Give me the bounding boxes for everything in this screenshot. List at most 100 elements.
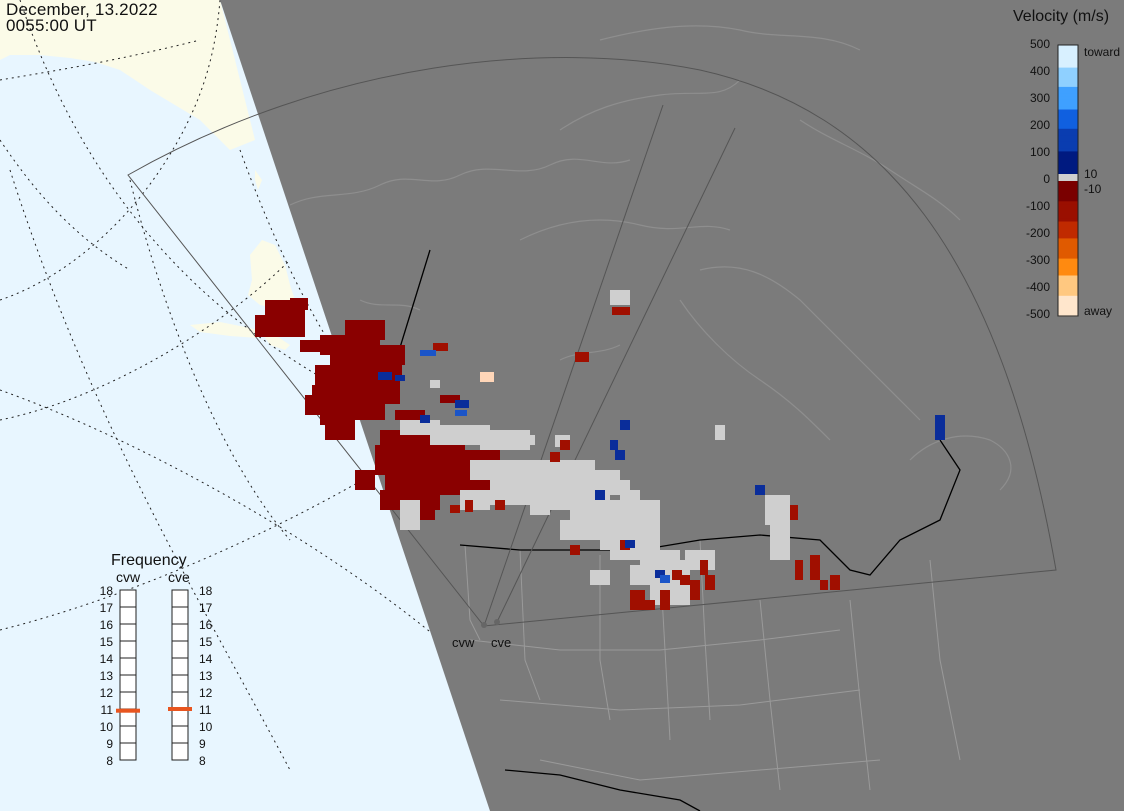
- velocity-cell: [455, 410, 467, 416]
- velocity-bar-segment: [1058, 238, 1078, 243]
- radar-cvw-label: cvw: [452, 635, 475, 650]
- velocity-bar-segment: [1058, 265, 1078, 270]
- velocity-cell: [645, 600, 655, 610]
- frequency-ladder-cell: [119, 691, 137, 710]
- velocity-cell: [420, 415, 430, 423]
- velocity-bar-segment: [1058, 135, 1078, 140]
- velocity-cell: [795, 560, 803, 580]
- velocity-bar-segment: [1058, 54, 1078, 59]
- velocity-bar-segment: [1058, 208, 1078, 212]
- velocity-cell: [340, 400, 385, 420]
- observation-date: December, 13.2022: [6, 0, 158, 19]
- velocity-bar-segment: [1058, 231, 1078, 236]
- velocity-bar-segment: [1058, 299, 1078, 304]
- velocity-bar-segment: [1058, 272, 1078, 277]
- velocity-bar-segment: [1058, 51, 1078, 56]
- frequency-tick-label: 16: [100, 618, 114, 632]
- velocity-cell: [300, 340, 330, 352]
- velocity-bar-segment: [1058, 309, 1078, 314]
- velocity-cell: [790, 505, 798, 520]
- frequency-ladder-cell: [119, 657, 137, 676]
- velocity-bar-segment: [1058, 170, 1078, 175]
- frequency-ladder-cell: [171, 606, 189, 625]
- velocity-bar-segment: [1058, 145, 1078, 149]
- velocity-cell: [680, 575, 690, 585]
- velocity-cell: [430, 380, 440, 388]
- frequency-tick-label: 17: [100, 601, 114, 615]
- velocity-cell: [420, 350, 436, 356]
- velocity-bar-segment: [1058, 221, 1078, 226]
- velocity-cell: [770, 520, 790, 560]
- frequency-ladder-cell: [171, 674, 189, 693]
- velocity-cell: [395, 375, 405, 381]
- velocity-bar-segment: [1058, 57, 1078, 62]
- velocity-bar-segment: [1058, 305, 1078, 310]
- velocity-tick-label: 500: [1030, 37, 1050, 51]
- velocity-bar-segment: [1058, 106, 1078, 111]
- velocity-tick-label: -200: [1026, 226, 1050, 240]
- velocity-cell: [365, 345, 405, 365]
- velocity-tick-label: -500: [1026, 307, 1050, 321]
- velocity-bar-segment: [1058, 211, 1078, 216]
- velocity-bar-segment: [1058, 191, 1078, 196]
- coast-land-day: [255, 170, 262, 190]
- velocity-cell: [672, 570, 682, 580]
- velocity-bar-segment: [1058, 132, 1078, 136]
- velocity-cell: [620, 420, 630, 430]
- velocity-bar-segment: [1058, 45, 1078, 49]
- velocity-bar-segment: [1058, 268, 1078, 273]
- frequency-radar-2-label: cve: [168, 569, 190, 585]
- velocity-cell: [515, 435, 535, 445]
- frequency-tick-label: 15: [199, 635, 213, 649]
- frequency-tick-label: 14: [100, 652, 114, 666]
- velocity-tick-label: 100: [1030, 145, 1050, 159]
- coastlines: [289, 25, 1012, 491]
- velocity-cells: [255, 290, 945, 610]
- frequency-marker: [116, 708, 140, 713]
- velocity-cell: [560, 440, 570, 450]
- velocity-cell: [715, 425, 725, 440]
- frequency-tick-label: 12: [199, 686, 213, 700]
- frequency-ladder-cell: [171, 725, 189, 744]
- frequency-tick-label: 13: [199, 669, 213, 683]
- velocity-bar-segment: [1058, 181, 1078, 185]
- velocity-bar-segment: [1058, 164, 1078, 169]
- velocity-cell: [400, 500, 420, 530]
- velocity-cell: [570, 545, 580, 555]
- velocity-cell: [378, 372, 392, 380]
- velocity-cell: [395, 410, 425, 420]
- frequency-tick-label: 14: [199, 652, 213, 666]
- alaska-land-day: [0, 0, 255, 150]
- velocity-bar-segment: [1058, 125, 1078, 130]
- velocity-tick-label: 300: [1030, 91, 1050, 105]
- frequency-panel: Frequency cvw cve 1817161514131211109818…: [100, 552, 213, 768]
- alaska-peninsula-land: [248, 240, 295, 310]
- velocity-cell: [705, 575, 715, 590]
- frequency-tick-label: 11: [101, 703, 114, 717]
- velocity-bar-segment: [1058, 96, 1078, 101]
- velocity-cell: [620, 490, 640, 505]
- frequency-title: Frequency: [111, 552, 187, 569]
- velocity-bar-segment: [1058, 248, 1078, 253]
- radar-cve-label: cve: [491, 635, 511, 650]
- velocity-bar-segment: [1058, 251, 1078, 256]
- velocity-cell: [455, 400, 469, 408]
- velocity-cell: [655, 570, 665, 578]
- velocity-bar-segment: [1058, 184, 1078, 189]
- velocity-cell: [530, 500, 550, 515]
- velocity-bar-segment: [1058, 302, 1078, 307]
- frequency-radar-1-label: cvw: [116, 569, 141, 585]
- velocity-cell: [350, 330, 380, 345]
- velocity-cell: [610, 290, 630, 305]
- frequency-ladder-cell: [119, 589, 137, 608]
- velocity-bar-segment: [1058, 141, 1078, 146]
- velocity-cell: [612, 307, 630, 315]
- frequency-tick-label: 17: [199, 601, 213, 615]
- velocity-bar-segment: [1058, 275, 1078, 280]
- velocity-bar-segment: [1058, 86, 1078, 91]
- velocity-bar-segment: [1058, 103, 1078, 107]
- velocity-bar-segment: [1058, 83, 1078, 88]
- velocity-bar-segment: [1058, 64, 1078, 69]
- frequency-marker: [168, 707, 192, 711]
